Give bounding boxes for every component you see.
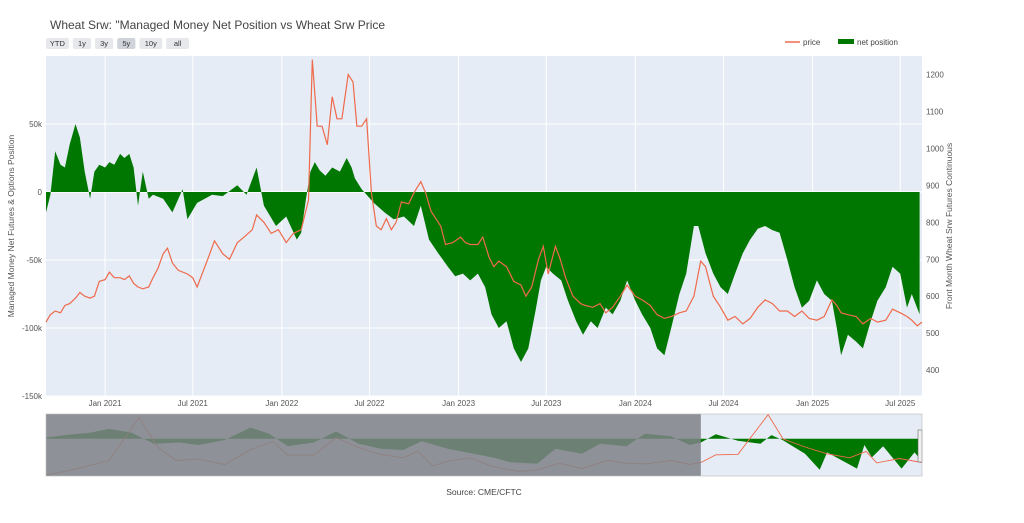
left-y-tick-label: 0 [38, 188, 43, 197]
range-button-5y[interactable]: 5y [117, 38, 136, 49]
right-y-tick-label: 800 [926, 218, 940, 227]
range-slider[interactable] [45, 413, 923, 477]
range-button-bg [46, 38, 69, 49]
x-tick-label: Jul 2022 [354, 399, 385, 408]
x-tick-label: Jan 2024 [619, 399, 652, 408]
left-y-axis-ticks: 50k 0 -50k -100k -150k [22, 120, 43, 401]
range-button-bg [139, 38, 163, 49]
x-axis-ticks: Jan 2021 Jul 2021 Jan 2022 Jul 2022 Jan 2023… [89, 399, 916, 408]
range-slider-mask [46, 414, 701, 476]
price-line [45, 59, 923, 327]
right-y-tick-label: 500 [926, 329, 940, 338]
source-note: Source: CME/CFTC [446, 487, 522, 497]
range-button-bg [166, 38, 189, 49]
chart-title: Wheat Srw: "Managed Money Net Position v… [50, 18, 385, 32]
range-button-bg [95, 38, 114, 49]
legend-net-position-label[interactable]: net position [857, 38, 898, 47]
x-tick-label: Jan 2022 [265, 399, 298, 408]
x-tick-label: Jul 2025 [885, 399, 916, 408]
range-button-label: 5y [122, 39, 130, 48]
right-y-tick-label: 1200 [926, 70, 944, 79]
right-y-axis-ticks: 1200 1100 1000 900 800 700 600 500 400 [926, 70, 944, 375]
legend-price-label[interactable]: price [803, 38, 821, 47]
right-y-tick-label: 1100 [926, 107, 944, 116]
net-position-area [46, 124, 920, 362]
x-tick-label: Jan 2023 [442, 399, 475, 408]
right-y-tick-label: 700 [926, 255, 940, 264]
x-tick-label: Jan 2025 [796, 399, 829, 408]
range-button-label: all [174, 39, 182, 48]
range-button-label: 1y [78, 39, 86, 48]
range-button-3y[interactable]: 3y [95, 38, 114, 49]
range-button-label: 10y [145, 39, 157, 48]
range-button-label: YTD [50, 39, 66, 48]
left-y-tick-label: 50k [29, 120, 43, 129]
range-button-ytd[interactable]: YTD [46, 38, 69, 49]
range-button-all[interactable]: all [166, 38, 189, 49]
range-button-label: 3y [100, 39, 108, 48]
range-slider-handle-right[interactable] [917, 429, 923, 463]
range-button-1y[interactable]: 1y [72, 38, 91, 49]
range-button-bg [72, 38, 91, 49]
right-y-tick-label: 400 [926, 366, 940, 375]
left-y-tick-label: -150k [22, 392, 43, 401]
x-tick-label: Jul 2023 [531, 399, 562, 408]
right-y-axis-title: Front Month Wheat Srw Futures Continuous [944, 143, 954, 309]
range-button-10y[interactable]: 10y [139, 38, 163, 49]
right-y-tick-label: 600 [926, 292, 940, 301]
left-y-axis-title: Managed Money Net Futures & Options Posi… [6, 135, 16, 318]
right-y-tick-label: 1000 [926, 144, 944, 153]
range-slider-border [45, 413, 923, 477]
legend: price net position [785, 38, 898, 47]
x-tick-label: Jan 2021 [89, 399, 122, 408]
legend-net-position-swatch [838, 39, 854, 44]
left-y-tick-label: -100k [22, 324, 43, 333]
right-y-tick-label: 900 [926, 181, 940, 190]
range-selector: YTD 1y 3y 5y 10y all [46, 38, 189, 49]
x-tick-label: Jul 2021 [178, 399, 209, 408]
left-y-tick-label: -50k [26, 256, 43, 265]
x-tick-label: Jul 2024 [708, 399, 739, 408]
range-button-bg [117, 38, 136, 49]
